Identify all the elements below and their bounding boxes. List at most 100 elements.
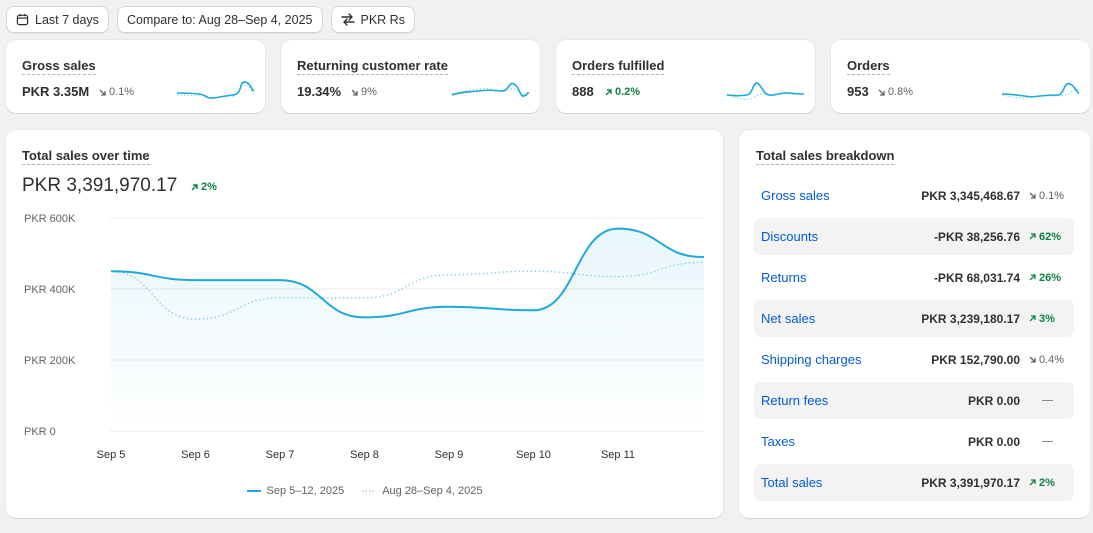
breakdown-row: Gross sales PKR 3,345,468.67 0.1% xyxy=(754,177,1074,214)
arrow-down-right-icon xyxy=(878,89,885,96)
kpi-card-returning-customer-rate[interactable]: Returning customer rate 19.34% 9% xyxy=(281,40,540,113)
compare-label: Compare to: Aug 28–Sep 4, 2025 xyxy=(126,12,313,27)
arrow-up-right-icon xyxy=(1029,479,1036,486)
y-tick-label: PKR 600K xyxy=(24,213,76,225)
breakdown-row-delta: 0.4% xyxy=(1028,354,1064,366)
kpi-delta: 0.8% xyxy=(877,86,913,98)
x-tick-label: Sep 6 xyxy=(181,449,210,461)
calendar-icon xyxy=(16,13,29,26)
sales-line-chart: PKR 0 PKR 200K PKR 400K PKR 600K Sep 5 Sep 6… xyxy=(24,213,704,461)
breakdown-row: Net sales PKR 3,239,180.17 3% xyxy=(754,300,1074,337)
sparkline xyxy=(1001,82,1080,99)
currency-label: PKR Rs xyxy=(360,12,405,27)
no-change-dash-icon xyxy=(1042,441,1053,442)
kpi-title: Orders xyxy=(847,58,890,75)
breakdown-row-delta-value: 0.1% xyxy=(1039,189,1065,202)
breakdown-row-delta: 3% xyxy=(1028,313,1055,325)
sales-over-time-card: Total sales over time PKR 3,391,970.17 2… xyxy=(6,130,723,518)
kpi-title: Orders fulfilled xyxy=(572,58,665,75)
compare-button[interactable]: Compare to: Aug 28–Sep 4, 2025 xyxy=(116,6,323,33)
arrow-up-right-icon xyxy=(1029,233,1036,240)
breakdown-row: Shipping charges PKR 152,790.00 0.4% xyxy=(754,341,1074,378)
sales-total-value: PKR 3,391,970.17 xyxy=(22,175,178,196)
date-range-label: Last 7 days xyxy=(35,12,99,27)
legend-item-previous[interactable]: Aug 28–Sep 4, 2025 xyxy=(362,485,483,497)
breakdown-row-label[interactable]: Total sales xyxy=(761,475,823,490)
legend-item-current[interactable]: Sep 5–12, 2025 xyxy=(246,485,345,497)
breakdown-row-delta xyxy=(1042,400,1053,401)
kpi-title: Returning customer rate xyxy=(297,58,448,75)
breakdown-row-delta: 0.1% xyxy=(1028,190,1064,202)
breakdown-row: Taxes PKR 0.00 xyxy=(754,423,1074,460)
breakdown-row-delta: 62% xyxy=(1028,231,1061,243)
breakdown-row-delta: 26% xyxy=(1028,272,1061,284)
breakdown-row: Discounts -PKR 38,256.76 62% xyxy=(754,218,1074,255)
breakdown-row: Return fees PKR 0.00 xyxy=(754,382,1074,419)
breakdown-row-value: -PKR 68,031.74 xyxy=(933,270,1020,285)
breakdown-title: Total sales breakdown xyxy=(756,148,895,165)
breakdown-row-value: PKR 0.00 xyxy=(967,434,1020,449)
breakdown-row-delta-value: 3% xyxy=(1039,312,1055,325)
kpi-value: PKR 3.35M xyxy=(22,84,90,99)
kpi-delta: 0.2% xyxy=(604,86,640,98)
series-line-current[interactable] xyxy=(110,227,704,319)
breakdown-row-label[interactable]: Returns xyxy=(761,270,807,285)
series-line-previous[interactable] xyxy=(110,261,704,320)
sparkline xyxy=(176,81,255,99)
currency-button[interactable]: PKR Rs xyxy=(330,6,415,33)
chart-title: Total sales over time xyxy=(22,148,150,165)
kpi-delta: 0.1% xyxy=(98,86,134,98)
sales-breakdown-card: Total sales breakdown Gross sales PKR 3,3… xyxy=(739,130,1090,518)
arrow-up-right-icon xyxy=(1029,315,1036,322)
breakdown-row-delta-value: 26% xyxy=(1039,271,1062,284)
chart-legend: Sep 5–12, 2025 Aug 28–Sep 4, 2025 xyxy=(6,485,723,497)
kpi-card-gross-sales[interactable]: Gross sales PKR 3.35M 0.1% xyxy=(6,40,265,113)
breakdown-row-label[interactable]: Discounts xyxy=(761,229,819,244)
breakdown-row-value: PKR 152,790.00 xyxy=(931,352,1020,367)
x-tick-label: Sep 8 xyxy=(350,449,379,461)
sparkline xyxy=(451,82,530,97)
kpi-delta-value: 9% xyxy=(361,86,377,98)
arrow-down-right-icon xyxy=(99,89,106,96)
breakdown-row-value: PKR 3,345,468.67 xyxy=(921,188,1020,203)
y-tick-label: PKR 0 xyxy=(24,426,56,438)
breakdown-row-delta-value: 2% xyxy=(1039,476,1055,489)
kpi-value: 888 xyxy=(572,84,594,99)
y-tick-label: PKR 400K xyxy=(24,284,76,296)
breakdown-row-label[interactable]: Taxes xyxy=(761,434,795,449)
legend-label-current: Sep 5–12, 2025 xyxy=(266,485,345,497)
breakdown-row: Returns -PKR 68,031.74 26% xyxy=(754,259,1074,296)
breakdown-row: Total sales PKR 3,391,970.17 2% xyxy=(754,464,1074,501)
x-tick-label: Sep 10 xyxy=(516,449,551,461)
solid-line-swatch-icon xyxy=(246,490,261,492)
breakdown-row-delta-value: 62% xyxy=(1039,230,1062,243)
breakdown-row-value: PKR 0.00 xyxy=(967,393,1020,408)
arrow-up-right-icon xyxy=(605,88,612,95)
kpi-delta: 9% xyxy=(350,86,377,98)
kpi-title: Gross sales xyxy=(22,58,96,75)
x-tick-label: Sep 9 xyxy=(435,449,464,461)
date-range-button[interactable]: Last 7 days xyxy=(6,6,109,33)
toolbar: Last 7 days Compare to: Aug 28–Sep 4, 20… xyxy=(6,6,415,33)
series-area-current xyxy=(111,228,704,431)
y-tick-label: PKR 200K xyxy=(24,355,76,367)
sales-total-delta: 2% xyxy=(190,181,217,193)
kpi-value: 953 xyxy=(847,84,869,99)
x-tick-label: Sep 5 xyxy=(97,449,126,461)
x-tick-label: Sep 11 xyxy=(601,449,635,461)
breakdown-row-label[interactable]: Shipping charges xyxy=(761,352,862,367)
breakdown-row-label[interactable]: Net sales xyxy=(761,311,816,326)
legend-label-previous: Aug 28–Sep 4, 2025 xyxy=(382,485,483,497)
kpi-card-orders-fulfilled[interactable]: Orders fulfilled 888 0.2% xyxy=(556,40,815,113)
breakdown-row-label[interactable]: Return fees xyxy=(761,393,829,408)
compare-arrows-icon xyxy=(340,13,355,26)
arrow-up-right-icon xyxy=(1029,274,1036,281)
breakdown-row-value: -PKR 38,256.76 xyxy=(933,229,1020,244)
breakdown-row-label[interactable]: Gross sales xyxy=(761,188,830,203)
breakdown-row-delta-value: 0.4% xyxy=(1039,353,1065,366)
kpi-delta-value: 0.2% xyxy=(615,86,641,98)
sparkline xyxy=(726,82,805,100)
breakdown-row-delta: 2% xyxy=(1028,477,1055,489)
kpi-card-orders[interactable]: Orders 953 0.8% xyxy=(831,40,1090,113)
no-change-dash-icon xyxy=(1042,400,1053,401)
